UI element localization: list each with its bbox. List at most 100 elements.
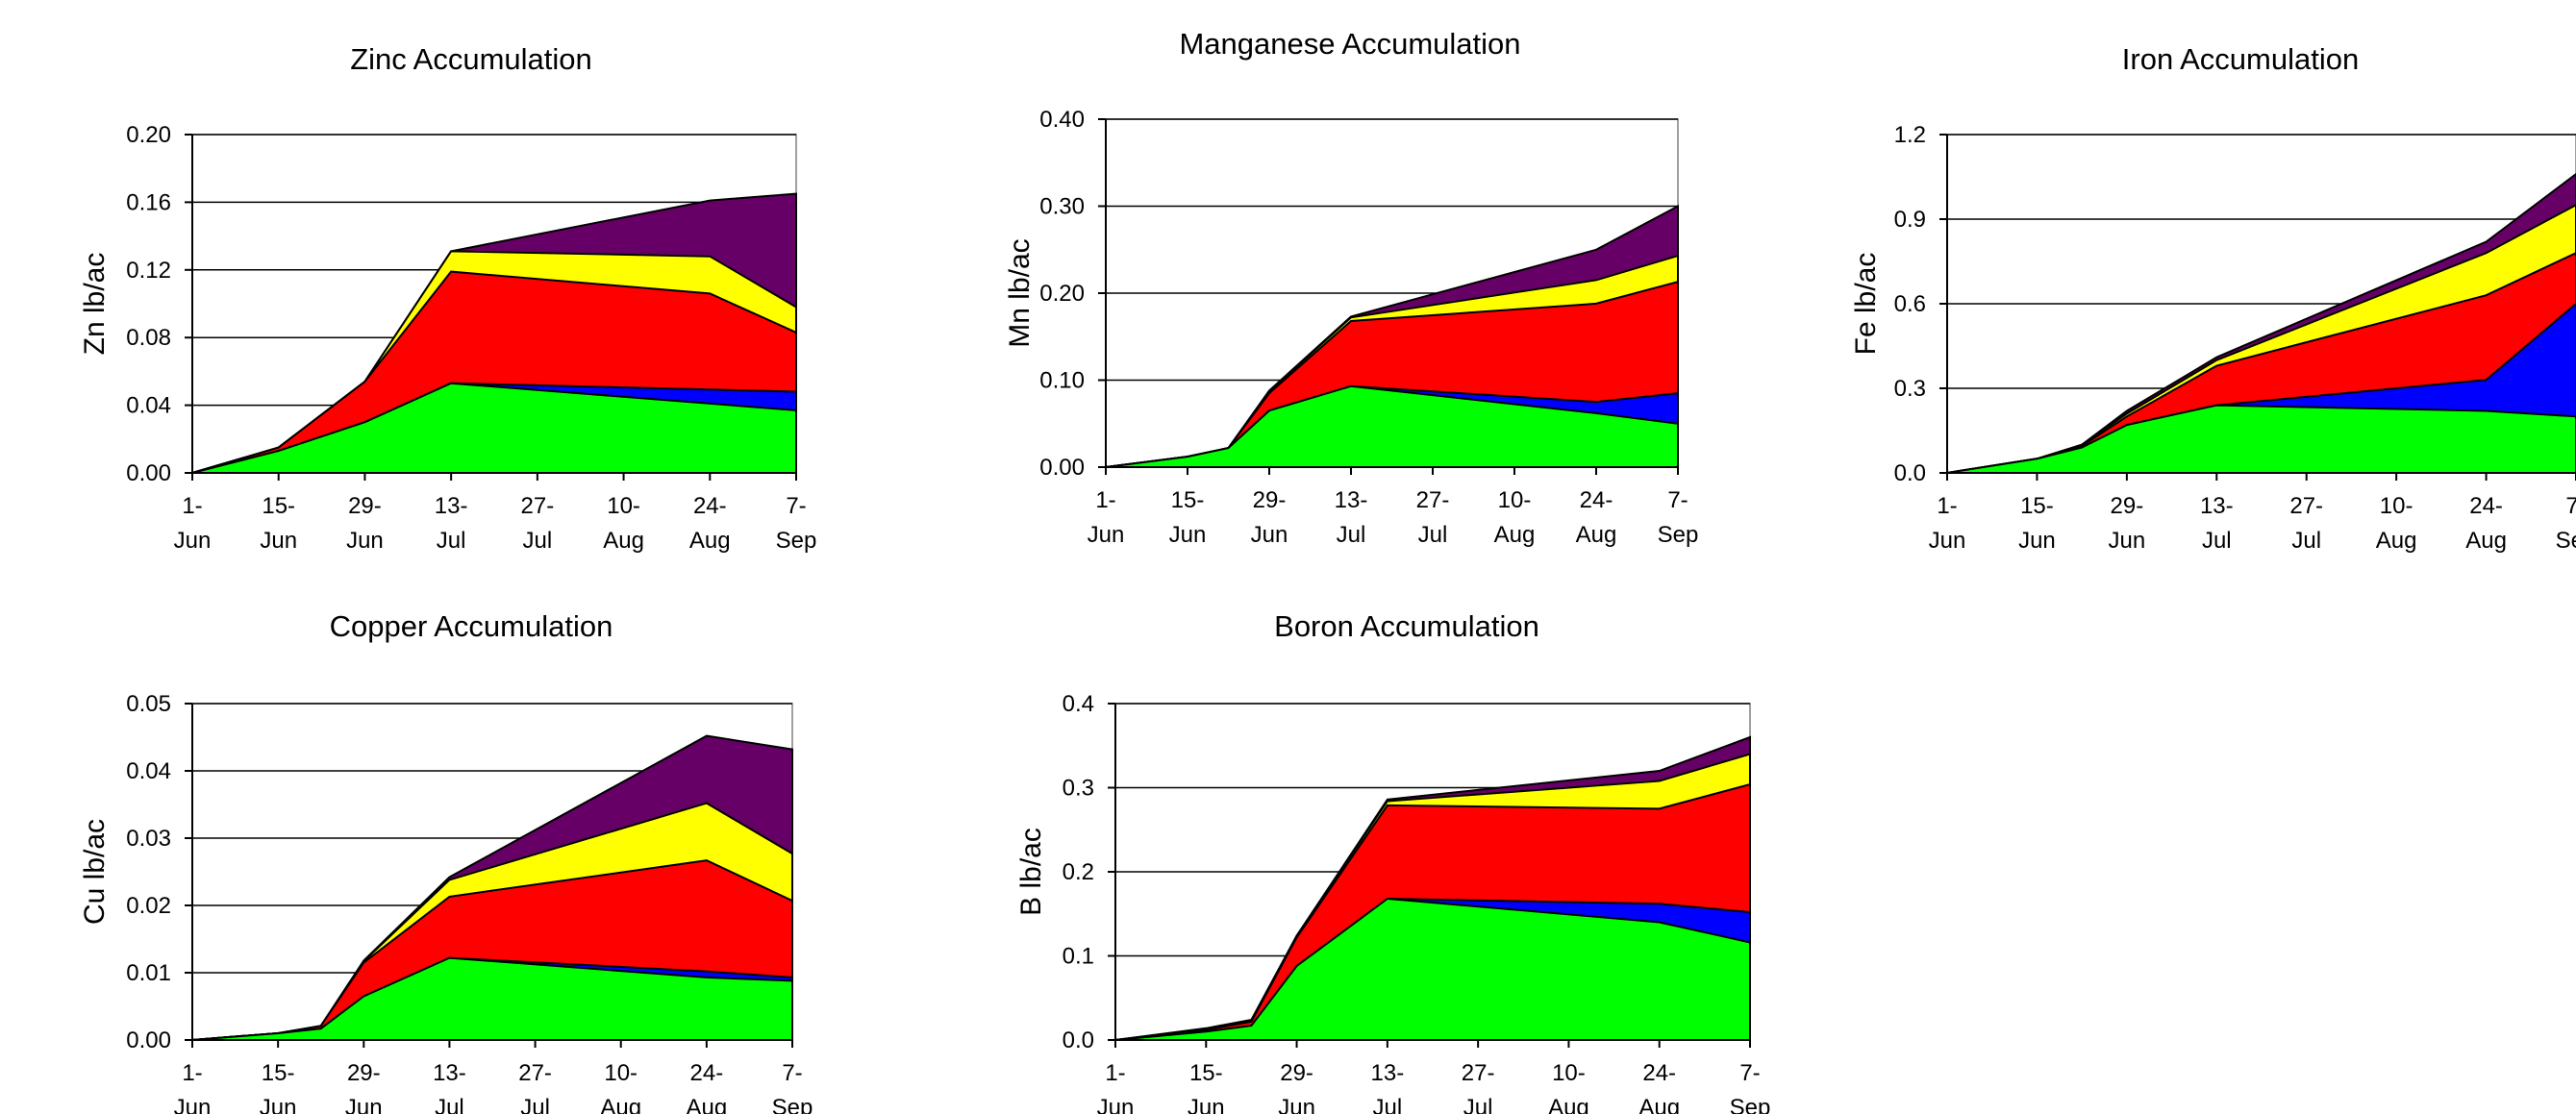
x-tick-label: Jun (174, 528, 212, 554)
x-tick-label: Jun (1278, 1095, 1315, 1114)
x-tick-label: 7- (786, 493, 806, 519)
x-tick-label: Jul (2202, 528, 2232, 554)
y-tick-label: 0.3 (1894, 376, 1926, 402)
y-tick-label: 0.12 (126, 258, 171, 284)
iron-accumulation-chart: 0.0 0.3 0.6 0.9 1.2 1- Jun 15- Jun 29- Jun 13- Jul 27… (1850, 42, 2576, 554)
x-tick-label: Jul (1373, 1095, 1403, 1114)
x-tick-label: 24- (1642, 1060, 1676, 1086)
x-tick-label: 29- (1253, 487, 1287, 513)
y-tick-label: 0.40 (1039, 107, 1085, 133)
y-axis-label: Fe lb/ac (1850, 253, 1882, 356)
x-tick-label: Jul (437, 528, 466, 554)
x-tick-label: 13- (433, 1060, 466, 1086)
x-tick-label: 1- (182, 1060, 202, 1086)
x-tick-label: Jul (435, 1095, 464, 1114)
x-tick-label: Jun (1097, 1095, 1135, 1114)
y-tick-label: 0.04 (126, 393, 171, 419)
x-tick-label: Sep (772, 1095, 813, 1114)
x-tick-label: 27- (518, 1060, 552, 1086)
x-tick-label: Jun (345, 1095, 383, 1114)
x-tick-label: 7- (2565, 493, 2576, 519)
x-tick-label: 24- (1580, 487, 1613, 513)
x-tick-label: Jun (174, 1095, 212, 1114)
x-tick-label: 24- (2469, 493, 2503, 519)
x-tick-label: Jul (520, 1095, 550, 1114)
x-tick-label: Aug (603, 528, 644, 554)
x-tick-label: 29- (1280, 1060, 1313, 1086)
y-tick-label: 0.2 (1063, 859, 1094, 885)
chart-title: Manganese Accumulation (1179, 27, 1520, 61)
y-tick-label: 0.0 (1894, 460, 1926, 486)
y-tick-label: 0.3 (1063, 776, 1094, 802)
green-series-area (1114, 897, 1751, 1041)
y-tick-label: 0.4 (1063, 691, 1094, 717)
y-tick-label: 0.10 (1039, 368, 1085, 394)
x-tick-label: 7- (1739, 1060, 1760, 1086)
chart-title: Copper Accumulation (330, 609, 613, 643)
x-tick-label: 29- (348, 493, 382, 519)
green-series-area (1946, 404, 2576, 474)
y-axis-label: B lb/ac (1015, 828, 1047, 916)
x-tick-label: Jul (2291, 528, 2321, 554)
x-tick-label: Jul (1418, 522, 1448, 548)
x-tick-label: Sep (2556, 528, 2576, 554)
y-tick-label: 0.00 (126, 1027, 171, 1053)
y-tick-label: 0.00 (126, 460, 171, 486)
x-tick-label: 7- (782, 1060, 802, 1086)
x-tick-label: Jun (1251, 522, 1288, 548)
x-tick-label: 24- (693, 493, 727, 519)
y-axis-label: Cu lb/ac (79, 819, 111, 925)
x-tick-label: Sep (776, 528, 817, 554)
x-tick-label: Jun (2018, 528, 2056, 554)
x-tick-label: Aug (1576, 522, 1617, 548)
x-tick-label: 15- (262, 1060, 295, 1086)
x-tick-label: 1- (1095, 487, 1115, 513)
x-tick-label: 10- (1498, 487, 1532, 513)
x-tick-label: Sep (1658, 522, 1699, 548)
manganese-accumulation-chart: 0.00 0.10 0.20 0.30 0.40 1- Jun 15- Jun 29- Jun 13-… (1004, 27, 1698, 548)
x-tick-label: 13- (2200, 493, 2234, 519)
x-tick-label: Aug (687, 1095, 728, 1114)
x-tick-label: Jun (1169, 522, 1207, 548)
zinc-accumulation-chart: 0.00 0.04 0.08 0.12 0.16 0.20 1- Jun 15- Jun 29- Ju… (79, 42, 816, 554)
y-tick-label: 0.16 (126, 189, 171, 215)
x-tick-label: 1- (1105, 1060, 1125, 1086)
x-tick-label: 15- (1189, 1060, 1223, 1086)
y-tick-label: 0.1 (1063, 944, 1094, 970)
x-tick-label: Aug (689, 528, 731, 554)
x-tick-label: Jul (1337, 522, 1366, 548)
x-tick-label: 24- (690, 1060, 724, 1086)
x-tick-label: Jul (1463, 1095, 1493, 1114)
x-tick-label: 13- (1335, 487, 1368, 513)
x-tick-label: Jun (1929, 528, 1966, 554)
x-tick-label: 27- (2289, 493, 2323, 519)
x-tick-label: 1- (182, 493, 202, 519)
y-tick-label: 0.00 (1039, 455, 1085, 481)
x-tick-label: 27- (1462, 1060, 1495, 1086)
y-tick-label: 0.05 (126, 691, 171, 717)
green-series-area (191, 956, 793, 1041)
y-axis-label: Mn lb/ac (1004, 238, 1036, 347)
x-tick-label: Aug (1638, 1095, 1680, 1114)
x-tick-label: Aug (2465, 528, 2507, 554)
chart-title: Iron Accumulation (2122, 42, 2359, 76)
x-tick-label: Jul (523, 528, 553, 554)
y-tick-label: 0.20 (126, 122, 171, 148)
x-tick-label: 10- (607, 493, 640, 519)
y-tick-label: 0.02 (126, 893, 171, 919)
x-tick-label: 10- (604, 1060, 638, 1086)
chart-title: Zinc Accumulation (350, 42, 592, 76)
green-series-area (1105, 384, 1679, 468)
y-tick-label: 0.0 (1063, 1027, 1094, 1053)
x-tick-label: Jun (2109, 528, 2146, 554)
x-tick-label: Jun (346, 528, 384, 554)
boron-accumulation-chart: 0.0 0.1 0.2 0.3 0.4 1- Jun 15- Jun 29- Jun 13- Jul 27… (1015, 609, 1770, 1114)
y-tick-label: 0.08 (126, 325, 171, 351)
x-tick-label: Jun (260, 528, 297, 554)
chart-title: Boron Accumulation (1274, 609, 1539, 643)
y-tick-label: 0.01 (126, 960, 171, 986)
x-tick-label: Sep (1730, 1095, 1771, 1114)
x-tick-label: 29- (347, 1060, 381, 1086)
x-tick-label: Aug (1548, 1095, 1589, 1114)
